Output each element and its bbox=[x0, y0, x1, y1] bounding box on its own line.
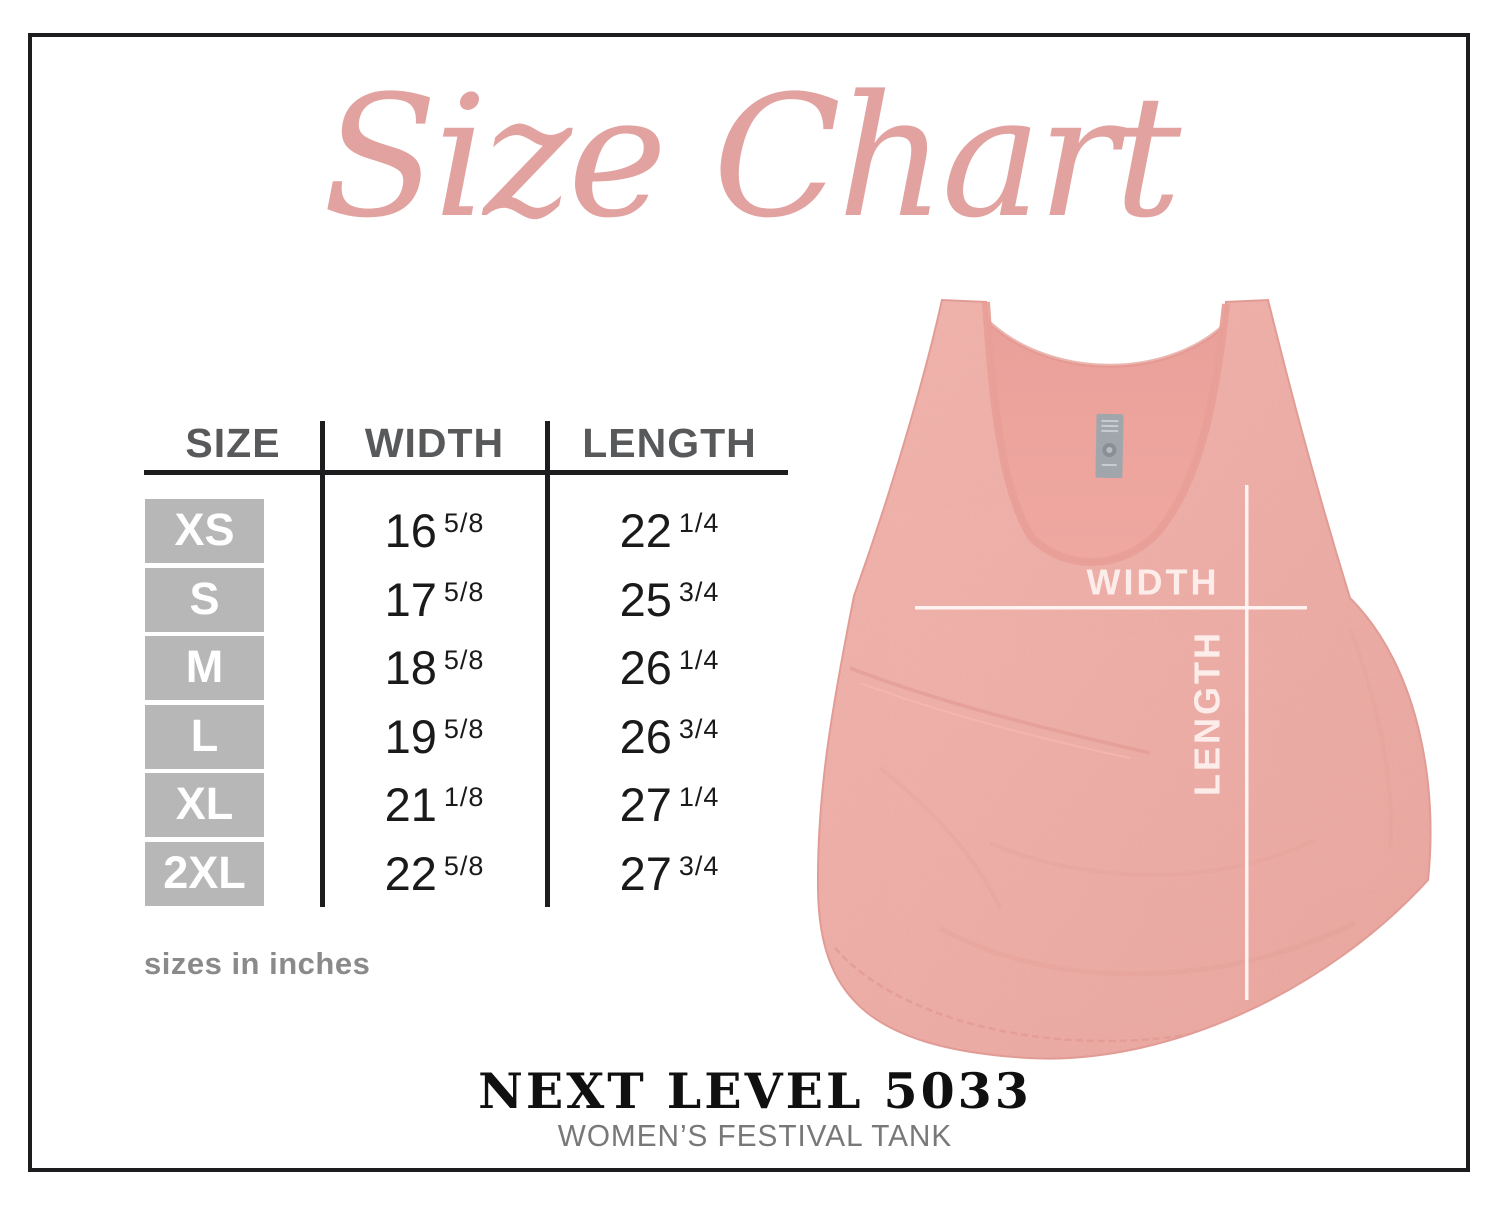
column-divider bbox=[545, 421, 550, 907]
length-fraction: 1/4 bbox=[678, 645, 720, 675]
width-label: WIDTH bbox=[1087, 562, 1220, 603]
measurement-overlay: WIDTH LENGTH bbox=[915, 485, 1307, 1000]
width-fraction: 5/8 bbox=[443, 577, 485, 607]
length-whole: 22 bbox=[619, 504, 672, 557]
length-fraction: 3/4 bbox=[678, 851, 720, 881]
length-fraction: 3/4 bbox=[678, 714, 720, 744]
length-fraction: 1/4 bbox=[678, 508, 720, 538]
column-header-size: SIZE bbox=[185, 420, 281, 466]
column-header-width: WIDTH bbox=[364, 420, 505, 466]
width-whole: 18 bbox=[384, 641, 437, 694]
width-line bbox=[915, 606, 1307, 610]
length-whole: 27 bbox=[619, 778, 672, 831]
width-whole: 21 bbox=[384, 778, 437, 831]
column-divider bbox=[320, 421, 325, 907]
size-badge: S bbox=[145, 568, 264, 632]
length-value: 25 3/4 bbox=[547, 568, 792, 632]
width-value: 22 5/8 bbox=[322, 842, 547, 906]
table-row: XS 16 5/8 22 1/4 bbox=[0, 499, 850, 563]
width-fraction: 5/8 bbox=[443, 645, 485, 675]
neck-label-tag bbox=[1095, 413, 1124, 479]
length-whole: 26 bbox=[619, 641, 672, 694]
size-badge: XS bbox=[145, 499, 264, 563]
product-name: NEXT LEVEL 5033 bbox=[478, 1062, 1032, 1120]
width-fraction: 5/8 bbox=[443, 851, 485, 881]
length-fraction: 1/4 bbox=[678, 782, 720, 812]
length-line bbox=[1245, 485, 1249, 1000]
product-subtitle: WOMEN’S FESTIVAL TANK bbox=[557, 1118, 953, 1153]
length-value: 27 3/4 bbox=[547, 842, 792, 906]
size-badge: 2XL bbox=[145, 842, 264, 906]
width-fraction: 5/8 bbox=[443, 714, 485, 744]
width-value: 19 5/8 bbox=[322, 705, 547, 769]
width-value: 17 5/8 bbox=[322, 568, 547, 632]
length-value: 26 3/4 bbox=[547, 705, 792, 769]
length-value: 26 1/4 bbox=[547, 636, 792, 700]
size-badge: XL bbox=[145, 773, 264, 837]
length-whole: 25 bbox=[619, 573, 672, 626]
table-row: L 19 5/8 26 3/4 bbox=[0, 705, 850, 769]
width-whole: 17 bbox=[384, 573, 437, 626]
page-title: Size Chart bbox=[322, 59, 1182, 255]
units-note: sizes in inches bbox=[144, 946, 371, 981]
width-whole: 22 bbox=[384, 847, 437, 900]
size-badge: L bbox=[145, 705, 264, 769]
width-fraction: 1/8 bbox=[443, 782, 485, 812]
length-fraction: 3/4 bbox=[678, 577, 720, 607]
size-badge: M bbox=[145, 636, 264, 700]
length-label: LENGTH bbox=[1187, 630, 1228, 796]
width-value: 16 5/8 bbox=[322, 499, 547, 563]
length-whole: 27 bbox=[619, 847, 672, 900]
length-value: 27 1/4 bbox=[547, 773, 792, 837]
width-value: 21 1/8 bbox=[322, 773, 547, 837]
column-header-length: LENGTH bbox=[582, 420, 757, 466]
table-row: XL 21 1/8 27 1/4 bbox=[0, 773, 850, 837]
width-whole: 19 bbox=[384, 710, 437, 763]
table-row: M 18 5/8 26 1/4 bbox=[0, 636, 850, 700]
header-underline bbox=[144, 470, 788, 475]
tank-top-photo: WIDTH LENGTH bbox=[816, 298, 1432, 1060]
table-row: 2XL 22 5/8 27 3/4 bbox=[0, 842, 850, 906]
length-whole: 26 bbox=[619, 710, 672, 763]
width-value: 18 5/8 bbox=[322, 636, 547, 700]
length-value: 22 1/4 bbox=[547, 499, 792, 563]
width-fraction: 5/8 bbox=[443, 508, 485, 538]
table-row: S 17 5/8 25 3/4 bbox=[0, 568, 850, 632]
width-whole: 16 bbox=[384, 504, 437, 557]
